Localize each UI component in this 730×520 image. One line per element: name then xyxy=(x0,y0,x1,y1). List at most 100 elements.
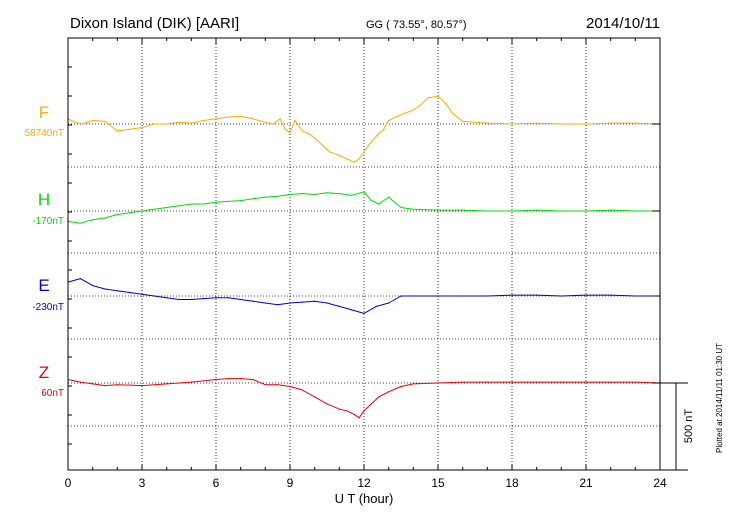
x-tick-label-21: 21 xyxy=(579,476,593,490)
series-point-h xyxy=(92,219,94,221)
series-group xyxy=(67,95,661,419)
series-point-f xyxy=(92,119,94,122)
series-point-f xyxy=(486,122,488,124)
series-point-e xyxy=(116,290,118,292)
x-axis-title: U T (hour) xyxy=(335,491,394,506)
series-point-e xyxy=(153,295,155,297)
series-point-h xyxy=(79,222,81,224)
series-point-e xyxy=(289,302,291,304)
series-point-e xyxy=(437,295,439,297)
series-point-h xyxy=(314,193,316,196)
series-baseline-f: 58740nT xyxy=(25,128,64,139)
series-point-f xyxy=(585,123,587,125)
series-point-z xyxy=(610,381,612,383)
series-point-h xyxy=(264,196,266,198)
series-point-h xyxy=(227,200,229,202)
series-point-h xyxy=(203,203,205,205)
series-point-e xyxy=(326,302,328,304)
series-point-h xyxy=(378,203,380,205)
series-point-f xyxy=(560,123,562,125)
series-point-f xyxy=(289,132,291,134)
series-point-e xyxy=(227,297,229,299)
series-point-f xyxy=(272,123,274,125)
series-point-z xyxy=(585,381,587,383)
series-point-e xyxy=(610,294,612,296)
x-tick-label-18: 18 xyxy=(505,476,519,490)
series-point-f xyxy=(437,95,439,97)
series-point-z xyxy=(141,385,143,387)
series-point-e xyxy=(314,300,316,302)
series-point-z xyxy=(314,396,316,398)
series-point-e xyxy=(129,291,131,294)
series-point-f xyxy=(358,158,360,160)
scale-bar: 500 nT xyxy=(660,382,695,471)
series-point-f xyxy=(321,144,323,146)
series-point-h xyxy=(634,210,636,212)
series-point-z xyxy=(264,384,266,386)
series-point-h xyxy=(536,209,538,211)
series-point-z xyxy=(104,385,106,387)
series-point-h xyxy=(240,200,242,202)
series-point-z xyxy=(116,384,118,386)
series-point-f xyxy=(190,122,192,124)
axis-ticks: 0 3 6 9 12 15 18 21 24 xyxy=(65,37,667,490)
series-point-e xyxy=(560,295,562,297)
series-point-h xyxy=(462,209,464,211)
series-point-f xyxy=(338,154,340,156)
series-point-f xyxy=(309,133,311,135)
grid-lines xyxy=(68,38,660,470)
series-point-e xyxy=(338,305,340,307)
series-name-e: E xyxy=(38,276,49,295)
series-point-z xyxy=(437,382,439,384)
series-point-f xyxy=(363,151,365,153)
series-point-f xyxy=(203,119,205,122)
series-point-z xyxy=(79,381,81,383)
series-point-f xyxy=(264,121,266,123)
series-point-e xyxy=(264,302,266,304)
series-point-z xyxy=(227,378,229,380)
series-point-f xyxy=(375,135,377,137)
series-line-z xyxy=(67,378,661,419)
series-point-f xyxy=(178,121,180,123)
series-point-z xyxy=(400,385,402,388)
series-point-z xyxy=(363,410,365,412)
series-point-f xyxy=(116,130,118,132)
series-point-h xyxy=(412,208,414,210)
series-point-h xyxy=(388,196,390,198)
series-point-h xyxy=(289,193,291,196)
series-baseline-e: -230nT xyxy=(32,302,64,313)
series-point-e xyxy=(375,305,377,307)
series-point-z xyxy=(412,383,414,385)
series-point-h xyxy=(511,210,513,212)
series-point-h xyxy=(129,212,131,214)
series-point-f xyxy=(215,118,217,120)
series-point-z xyxy=(277,384,279,386)
series-point-z xyxy=(486,381,488,383)
series-point-e xyxy=(190,298,192,301)
series-point-f xyxy=(294,119,296,122)
series-point-z xyxy=(289,385,291,388)
coordinates-label: GG ( 73.55°, 80.57°) xyxy=(366,19,467,31)
series-point-f xyxy=(346,158,348,160)
series-point-e xyxy=(92,285,94,287)
series-point-f xyxy=(279,118,281,120)
series-line-h xyxy=(67,191,660,224)
series-point-e xyxy=(203,298,205,300)
x-tick-label-24: 24 xyxy=(653,476,667,490)
series-point-f xyxy=(474,121,476,123)
series-point-f xyxy=(353,161,355,163)
series-point-f xyxy=(166,123,168,125)
series-point-e xyxy=(215,297,217,299)
series-point-h xyxy=(486,210,488,212)
series-point-f xyxy=(610,122,612,124)
series-point-f xyxy=(388,119,390,122)
series-point-f xyxy=(82,123,84,125)
series-point-f xyxy=(104,120,106,122)
series-point-e xyxy=(486,295,488,297)
series-point-f xyxy=(314,137,316,139)
x-tick-label-3: 3 xyxy=(139,476,146,490)
series-point-z xyxy=(92,383,94,385)
series-point-h xyxy=(166,206,168,209)
series-point-f xyxy=(444,102,446,104)
